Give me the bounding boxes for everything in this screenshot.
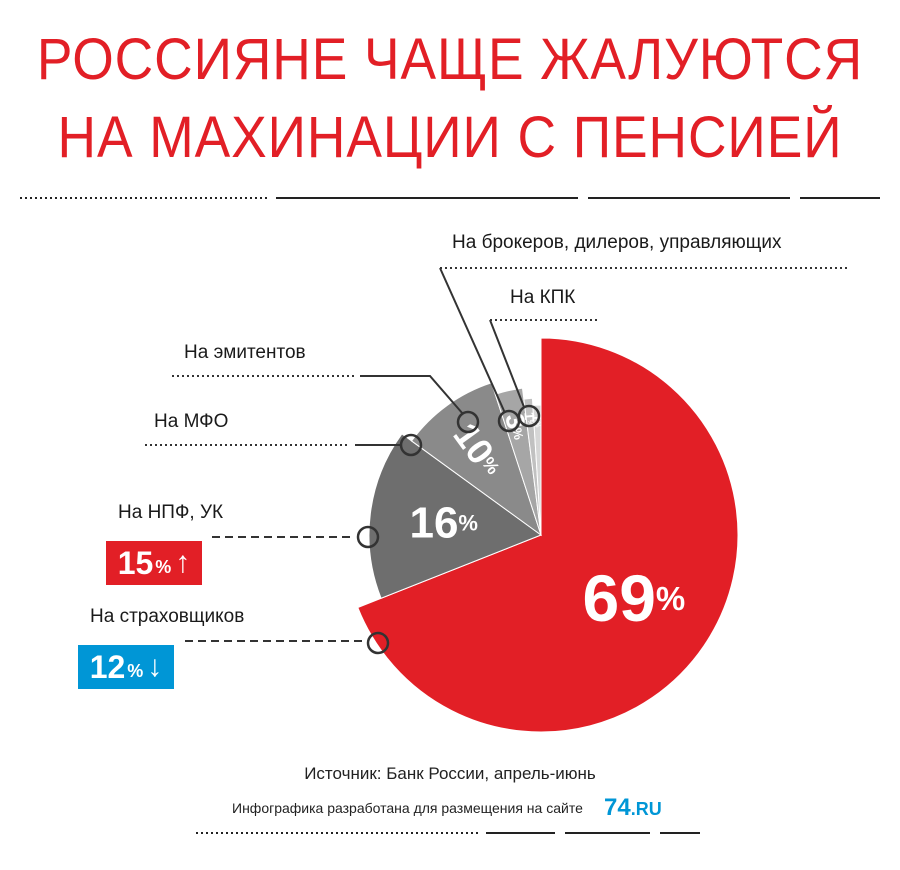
slice-value-label-1: 69% — [582, 561, 685, 635]
pie-slice-3 — [410, 382, 542, 537]
change-badge-npf: 15 % ↑ — [106, 541, 202, 585]
leader-emitents — [360, 375, 464, 415]
logo-number: 74 — [604, 794, 631, 821]
pie-slice-5 — [523, 397, 542, 536]
arrow-down-icon: ↓ — [147, 650, 163, 683]
pie-slice-1 — [357, 337, 739, 733]
logo-domain: .RU — [630, 799, 662, 819]
slice-value-label-2: 16% — [409, 498, 478, 547]
slice-value-label-6: 1% — [530, 414, 545, 429]
badge-npf-value: 15 — [117, 544, 154, 581]
badge-npf-unit: % — [155, 556, 172, 577]
label-mfo: На МФО — [154, 411, 229, 432]
label-npf: На НПФ, УК — [118, 502, 224, 523]
pie-slice-6 — [532, 404, 542, 536]
marker-insurers — [366, 631, 390, 655]
credit-note: Инфографика разработана для размещения н… — [232, 800, 583, 816]
leader-lines — [145, 267, 850, 655]
label-insurers: На страховщиков — [90, 606, 245, 627]
change-badge-insurers: 12 % ↓ — [78, 645, 174, 689]
badge-insurers-value: 12 — [89, 648, 126, 685]
leader-kpk — [489, 319, 525, 408]
title-line-1: РОССИЯНЕ ЧАЩЕ ЖАЛУЮТСЯ — [36, 27, 864, 92]
marker-kpk — [517, 404, 541, 428]
marker-mfo — [399, 433, 423, 457]
title-line-2: НА МАХИНАЦИИ С ПЕНСИЕЙ — [57, 105, 843, 170]
badge-insurers-unit: % — [127, 660, 144, 681]
slice-value-label-5: 1% — [521, 411, 538, 427]
leader-brokers — [439, 267, 506, 414]
pie-slice-4 — [494, 387, 542, 536]
source-note: Источник: Банк России, апрель-июнь — [304, 764, 596, 783]
label-kpk: На КПК — [510, 287, 576, 308]
label-emitents: На эмитентов — [184, 342, 306, 363]
pie-slices — [357, 337, 739, 733]
site-logo[interactable]: 74.RU — [604, 794, 662, 822]
label-brokers: На брокеров, дилеров, управляющих — [452, 232, 782, 253]
marker-emitents — [456, 410, 480, 434]
marker-npf — [356, 525, 380, 549]
arrow-up-icon: ↑ — [175, 546, 191, 579]
